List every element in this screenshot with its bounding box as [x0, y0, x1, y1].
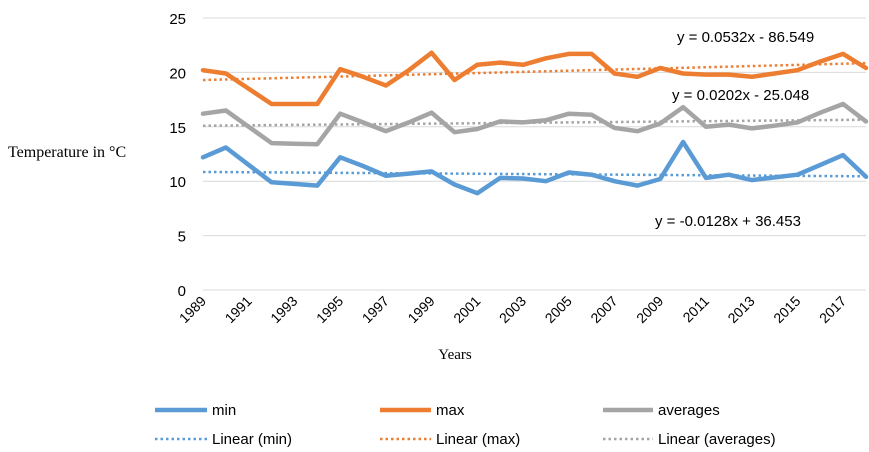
- y-tick-label: 20: [169, 65, 186, 82]
- legend-label-min: min: [212, 402, 236, 419]
- x-tick-label: 1997: [359, 293, 392, 326]
- x-tick-label: 2009: [633, 293, 666, 326]
- legend-label-linear-averages: Linear (averages): [658, 431, 776, 448]
- x-tick-label: 2015: [770, 293, 803, 326]
- x-tick-label: 2003: [496, 293, 529, 326]
- legend-label-linear-max: Linear (max): [436, 431, 520, 448]
- x-tick-label: 2001: [450, 293, 483, 326]
- y-tick-labels: 0 5 10 15 20 25: [169, 11, 186, 300]
- x-tick-label: 2011: [679, 293, 712, 326]
- x-axis-label: Years: [438, 347, 472, 363]
- series-line-averages: [200, 101, 869, 147]
- gridlines: [203, 17, 866, 291]
- x-tick-label: 2005: [542, 293, 575, 326]
- equation-max: y = 0.0532x - 86.549: [677, 29, 814, 46]
- trendline: [202, 170, 867, 178]
- x-tick-label: 1991: [222, 293, 255, 326]
- x-tick-label: 1999: [404, 293, 437, 326]
- x-tick-label: 2017: [816, 293, 849, 326]
- x-tick-labels: 1989 1991 1993 1995 1997 1999 2001 2003 2005 2007…: [176, 293, 850, 326]
- x-tick-label: 2013: [724, 293, 757, 326]
- x-tick-label: 1993: [267, 293, 300, 326]
- trendline: [202, 61, 867, 82]
- y-tick-label: 25: [169, 11, 186, 28]
- x-tick-label: 1995: [313, 293, 346, 326]
- legend: min max averages Linear (min) Linear (ma…: [155, 402, 776, 448]
- y-tick-label: 15: [169, 120, 186, 137]
- y-tick-label: 10: [169, 174, 186, 191]
- y-tick-label: 0: [178, 283, 186, 300]
- x-tick-label: 2007: [587, 293, 620, 326]
- series-lines: [200, 50, 869, 196]
- y-axis-label: Temperature in °C: [8, 144, 126, 161]
- equation-min: y = -0.0128x + 36.453: [655, 213, 801, 230]
- series-line-max: [200, 50, 869, 107]
- legend-label-max: max: [436, 402, 465, 419]
- equation-averages: y = 0.0202x - 25.048: [672, 87, 809, 104]
- legend-label-linear-min: Linear (min): [212, 431, 292, 448]
- y-tick-label: 5: [178, 229, 186, 246]
- series-line-min: [200, 139, 869, 196]
- legend-label-averages: averages: [658, 402, 720, 419]
